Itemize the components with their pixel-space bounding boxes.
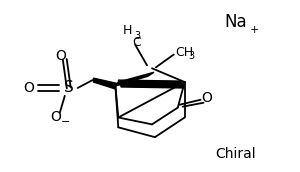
- Polygon shape: [118, 80, 184, 88]
- Polygon shape: [94, 78, 115, 89]
- Text: +: +: [250, 25, 259, 35]
- Text: O: O: [56, 49, 66, 62]
- Text: CH: CH: [175, 46, 193, 59]
- Text: O: O: [201, 91, 212, 105]
- Text: −: −: [61, 117, 70, 127]
- Text: H: H: [123, 24, 132, 37]
- Text: 3: 3: [134, 31, 140, 41]
- Text: 3: 3: [189, 51, 195, 61]
- Text: S: S: [64, 80, 74, 95]
- Text: O: O: [50, 110, 61, 125]
- Polygon shape: [112, 72, 154, 87]
- Text: O: O: [24, 81, 34, 95]
- Text: Chiral: Chiral: [215, 147, 256, 161]
- Text: C: C: [132, 36, 140, 49]
- Text: Na: Na: [224, 13, 247, 31]
